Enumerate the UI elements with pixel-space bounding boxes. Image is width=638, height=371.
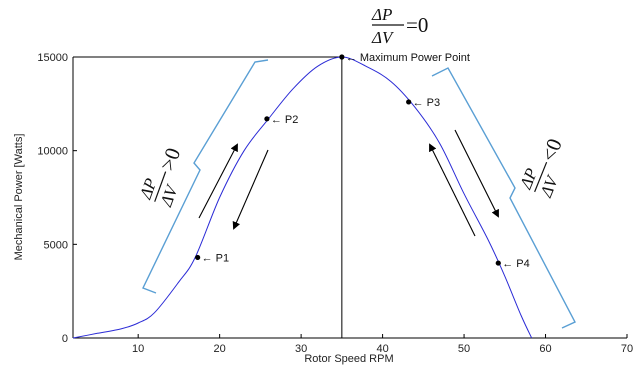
arrow-left-down — [232, 149, 269, 230]
point-pointer-arrow: ← — [502, 258, 513, 270]
data-point-label: P4 — [516, 258, 529, 270]
top-formula-numerator: ΔP — [371, 5, 392, 24]
x-tick-label: 40 — [376, 343, 388, 355]
right-formula-fraction-bar — [534, 161, 548, 193]
series-line — [72, 56, 533, 339]
data-point-marker — [339, 54, 345, 60]
top-formula: ΔP ΔV =0 — [371, 5, 428, 47]
y-tick-label: 10000 — [37, 146, 68, 158]
right-formula: ΔP ΔV <0 — [516, 135, 567, 201]
data-point-marker — [264, 116, 270, 122]
arrow-right-up — [429, 143, 476, 237]
data-point-label: P1 — [216, 252, 229, 264]
left-formula-relation: >0 — [155, 145, 185, 174]
data-point-marker — [495, 260, 501, 266]
top-formula-denominator: ΔV — [371, 28, 395, 47]
x-tick-label: 30 — [295, 343, 307, 355]
x-tick-label: 70 — [621, 343, 633, 355]
data-point-label: P2 — [285, 114, 298, 126]
y-tick-label: 0 — [62, 333, 68, 345]
x-tick-label: 20 — [214, 343, 226, 355]
right-formula-denominator: ΔV — [536, 171, 563, 200]
point-pointer-arrow: ← — [413, 97, 424, 109]
arrow-left-up — [198, 143, 238, 219]
top-formula-relation: =0 — [406, 13, 428, 37]
y-axis-label: Mechanical Power [Watts] — [13, 134, 25, 261]
x-tick-label: 60 — [539, 343, 551, 355]
right-formula-relation: <0 — [536, 135, 567, 165]
y-ticks: 0 5000 10000 15000 — [37, 52, 77, 345]
point-pointer-arrow: ← — [271, 114, 282, 126]
left-brace — [142, 59, 269, 294]
point-pointer-arrow: ← — [202, 252, 213, 264]
x-tick-label: 10 — [132, 343, 144, 355]
left-formula-numerator: ΔP — [136, 176, 161, 203]
x-tick-label: 50 — [458, 343, 470, 355]
data-point-label: Maximum Power Point — [360, 52, 470, 64]
data-point-marker — [195, 254, 201, 261]
x-axis-label: Rotor Speed RPM — [304, 353, 393, 365]
y-tick-label: 15000 — [37, 52, 68, 64]
data-point-label: P3 — [427, 97, 440, 109]
right-brace — [431, 67, 576, 329]
left-formula-fraction-bar — [154, 171, 167, 202]
y-tick-label: 5000 — [44, 239, 68, 251]
data-point-marker — [406, 99, 412, 105]
x-ticks: 10 20 30 40 50 60 70 — [132, 334, 633, 355]
points: ← P1← P2← Maximum Power Point← P3← P4 — [195, 52, 530, 270]
point-pointer-arrow: ← — [346, 52, 357, 64]
arrow-right-down — [454, 129, 499, 218]
